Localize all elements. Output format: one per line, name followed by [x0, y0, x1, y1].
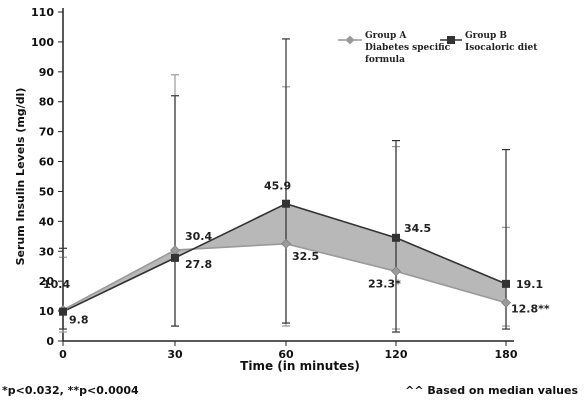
group-b-square-marker: [171, 253, 179, 262]
significance-footnote: *p<0.032, **p<0.0004: [2, 384, 139, 397]
y-tick-label: 20: [39, 275, 55, 288]
y-tick-label: 30: [39, 245, 55, 258]
y-tick-label: 10: [39, 305, 55, 318]
x-tick-label: 120: [385, 348, 408, 361]
group-a-data-label: 30.4: [185, 230, 212, 243]
y-axis-title: Serum Insulin Levels (mg/dl): [14, 88, 27, 266]
axes: 0 10 20 30 40 50 60 70 80 90 100 110 0 30 60 120 180 Time…: [14, 6, 518, 373]
legend-group-b-swatch-marker: [447, 36, 455, 44]
group-a-data-label: 12.8**: [511, 303, 550, 316]
legend-group-a-label: formula: [365, 55, 405, 65]
y-tick-label: 110: [31, 6, 54, 19]
group-b-square-marker: [59, 307, 67, 316]
y-tick-label: 0: [46, 335, 54, 348]
group-b-data-label: 9.8: [69, 314, 89, 327]
group-b-square-marker: [282, 199, 290, 208]
y-tick-label: 60: [39, 156, 55, 169]
y-tick-label: 80: [39, 96, 55, 109]
x-axis-title: Time (in minutes): [240, 359, 360, 373]
series-markers: [58, 199, 511, 316]
legend-group-a-label: Group A: [365, 31, 407, 41]
shaded-difference-area: [63, 203, 506, 312]
group-b-data-label: 27.8: [185, 258, 212, 271]
data-labels: 10.4 30.4 32.5 23.3* 12.8** 9.8 27.8 45.9 34.5 19…: [43, 180, 550, 327]
legend-group-a-swatch-marker: [345, 35, 355, 45]
y-tick-label: 70: [39, 126, 55, 139]
legend-group-b-label: Isocaloric diet: [465, 43, 538, 53]
group-a-diamond-marker: [391, 266, 401, 277]
group-b-square-marker: [392, 233, 400, 242]
x-tick-label: 180: [495, 348, 518, 361]
group-b-square-marker: [502, 279, 510, 288]
median-footnote: ^^ Based on median values: [405, 384, 578, 397]
group-a-data-label: 23.3*: [368, 277, 401, 290]
legend-group-a-label: Diabetes specific: [365, 43, 451, 53]
group-a-diamond-marker: [501, 297, 511, 308]
y-tick-label: 100: [31, 36, 54, 49]
legend-group-b-label: Group B: [465, 31, 507, 41]
y-tick-label: 40: [39, 215, 55, 228]
x-tick-label: 60: [278, 348, 294, 361]
legend: Group A Diabetes specific formula Group B Is…: [338, 31, 538, 65]
group-a-data-label: 32.5: [292, 250, 319, 263]
group-b-data-label: 45.9: [264, 180, 291, 193]
x-tick-label: 30: [167, 348, 183, 361]
x-tick-label: 0: [59, 348, 67, 361]
y-tick-label: 90: [39, 66, 55, 79]
y-tick-label: 50: [39, 185, 55, 198]
group-b-data-label: 19.1: [516, 278, 543, 291]
group-b-data-label: 34.5: [404, 222, 431, 235]
shaded-region-layer: [63, 203, 506, 312]
group-a-data-label: 10.4: [43, 278, 70, 291]
group-a-diamond-marker: [281, 238, 291, 249]
